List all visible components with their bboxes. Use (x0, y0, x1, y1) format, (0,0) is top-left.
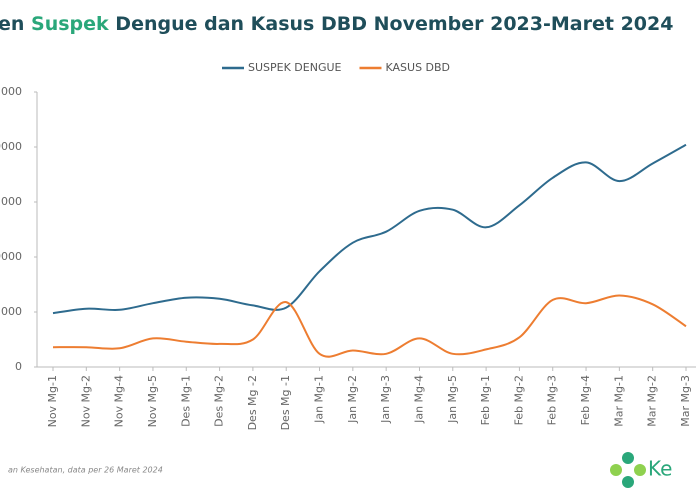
x-tick-label: Nov Mg-4 (113, 375, 126, 427)
legend-label: SUSPEK DENGUE (248, 61, 342, 74)
x-tick-label: Feb Mg-2 (512, 375, 525, 425)
x-tick-label: Jan Mg-1 (313, 375, 326, 424)
title-part: Suspek (31, 13, 109, 35)
x-tick-label: Feb Mg-1 (479, 375, 492, 425)
x-tick-label: Jan Mg-3 (379, 375, 392, 424)
title-part: en (0, 13, 31, 35)
x-tick-label: Mar Mg-3 (679, 375, 692, 427)
logo-dot (622, 476, 634, 488)
y-tick-label: 5000 (0, 305, 22, 318)
logo-dot (610, 464, 622, 476)
logo-dot (622, 452, 634, 464)
y-tick-label: 0 (15, 360, 22, 373)
x-tick-label: Nov Mg-5 (146, 375, 159, 427)
y-tick-label: 25000 (0, 85, 22, 98)
x-tick-label: Mar Mg-1 (612, 375, 625, 427)
y-tick-label: 15000 (0, 195, 22, 208)
y-tick-label: 10000 (0, 250, 22, 263)
x-tick-label: Nov Mg-2 (79, 375, 92, 427)
x-tick-label: Des Mg -2 (246, 375, 259, 430)
x-tick-label: Feb Mg-4 (579, 375, 592, 425)
x-tick-label: Des Mg-1 (179, 375, 192, 427)
x-tick-label: Mar Mg-2 (646, 375, 659, 427)
legend-label: KASUS DBD (385, 61, 450, 74)
x-tick-label: Jan Mg-4 (412, 375, 425, 424)
x-tick-label: Des Mg -1 (279, 375, 292, 430)
x-tick-label: Jan Mg-5 (446, 375, 459, 424)
logo-text: Ke (648, 457, 672, 481)
x-tick-label: Feb Mg-3 (546, 375, 559, 425)
x-tick-label: Jan Mg-2 (346, 375, 359, 424)
series-line (52, 294, 687, 358)
title-part: Dengue dan Kasus DBD November 2023-Maret… (109, 13, 674, 35)
source: an Kesehatan, data per 26 Maret 2024 (8, 466, 163, 475)
logo-dot (634, 464, 646, 476)
logo: Ke (610, 452, 672, 488)
x-tick-label: Nov Mg-1 (46, 375, 59, 427)
x-tick-label: Des Mg-2 (213, 375, 226, 427)
chart-title: en Suspek Dengue dan Kasus DBD November … (0, 13, 673, 35)
y-tick-label: 20000 (0, 140, 22, 153)
series-line (52, 143, 687, 315)
